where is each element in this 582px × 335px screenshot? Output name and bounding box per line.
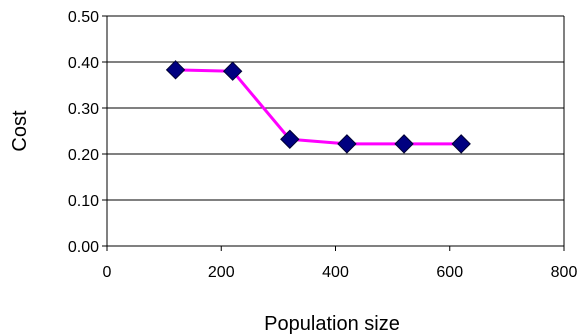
data-point-marker [337,134,357,154]
data-point-marker [451,134,471,154]
series-line [175,68,462,146]
x-axis-title: Population size [264,313,400,335]
axes [102,15,565,251]
data-point-marker [165,60,186,80]
y-tick-label: 0.10 [68,193,99,210]
y-axis-title: Cost [9,110,31,152]
data-point-marker [394,134,414,154]
x-tick-label: 0 [103,264,112,281]
gridlines [107,15,564,247]
y-tick-label: 0.40 [68,55,99,72]
data-point-marker [280,129,300,149]
series-1 [165,60,471,154]
x-tick-label: 600 [436,264,463,281]
x-tick-label: 400 [322,264,349,281]
data-point-marker [222,61,243,81]
y-tick-label: 0.20 [68,147,99,164]
tick-labels: 0.00 0.10 0.20 0.30 0.40 0.50 0 200 400 600 800 [68,9,578,281]
x-tick-label: 800 [551,264,578,281]
y-tick-label: 0.30 [68,101,99,118]
x-tick-label: 200 [208,264,235,281]
y-tick-label: 0.00 [68,239,99,256]
y-tick-label: 0.50 [68,9,99,26]
